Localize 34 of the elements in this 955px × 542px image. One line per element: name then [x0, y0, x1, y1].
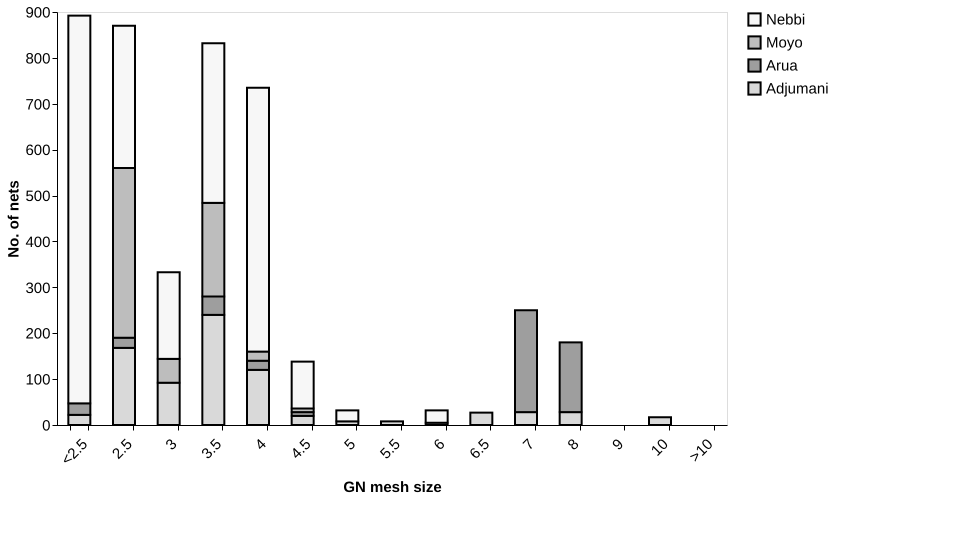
y-tick-label: 800: [25, 50, 50, 68]
legend-label: Adjumani: [766, 80, 829, 98]
y-tick-label: 900: [25, 4, 50, 22]
bar: [290, 360, 315, 410]
bar: [424, 409, 449, 424]
y-tick-label: 0: [42, 418, 50, 434]
legend-label: Arua: [766, 58, 798, 74]
y-tick-label: 400: [25, 234, 50, 251]
x-tick-label: 3: [162, 436, 180, 454]
x-tick-label: 4.5: [288, 436, 314, 463]
y-tick-label: 500: [25, 188, 50, 206]
x-tick-label: 10: [648, 436, 672, 460]
x-axis-title: GN mesh size: [343, 479, 442, 496]
y-tick-label: 600: [25, 142, 50, 160]
y-tick-label: 200: [25, 326, 50, 343]
x-tick-label: 6: [430, 436, 448, 454]
x-tick-label: 9: [609, 436, 628, 454]
x-tick-label: 5: [341, 436, 360, 454]
x-tick-label: 7: [520, 436, 538, 454]
x-tick-label: <2.5: [58, 436, 92, 469]
x-tick-label: 5.5: [377, 436, 404, 463]
y-tick-label: 700: [25, 96, 50, 114]
x-tick-label: 4: [252, 436, 270, 454]
bar: [335, 409, 360, 422]
y-tick-label: 300: [25, 280, 50, 297]
legend-label: Moyo: [766, 34, 803, 52]
x-tick-label: >10: [686, 436, 716, 466]
y-axis-title: No. of nets: [5, 180, 22, 258]
y-tick-label: 100: [25, 372, 50, 389]
x-tick-label: 6.5: [466, 436, 494, 463]
x-tick-label: 2.5: [109, 436, 136, 463]
x-tick-label: 8: [564, 436, 582, 454]
x-tick-label: 3.5: [198, 436, 226, 463]
legend-label: Nebbi: [766, 12, 806, 28]
